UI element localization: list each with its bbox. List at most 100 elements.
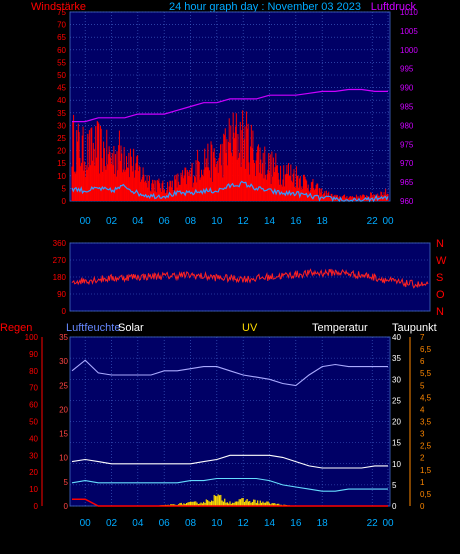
wind-y-tick-label: 60 — [57, 46, 66, 55]
wind-y-tick-label: 75 — [57, 8, 66, 17]
pressure-y-tick-label: 1005 — [400, 27, 418, 36]
wind-y-tick-label: 30 — [57, 121, 66, 130]
pressure-y-tick-label: 975 — [400, 140, 414, 149]
uv-y-tick-label: 2 — [420, 454, 425, 463]
wind-x-tick-label: 08 — [185, 216, 197, 227]
wind-x-tick-label: 22 — [367, 216, 379, 227]
pressure-y-tick-label: 960 — [400, 197, 414, 206]
humidity-y-tick-label: 20 — [59, 405, 68, 414]
wind-x-tick-label: 06 — [159, 216, 171, 227]
pressure-y-tick-label: 970 — [400, 159, 414, 168]
uv-y-tick-label: 1,5 — [420, 466, 432, 475]
wind-average-line — [71, 180, 389, 203]
regen-y-tick-label: 10 — [29, 485, 38, 494]
pressure-y-tick-label: 965 — [400, 178, 414, 187]
wx-x-tick-label: 06 — [159, 518, 171, 529]
wind-y-tick-label: 5 — [62, 184, 67, 193]
humidity-y-tick-label: 15 — [59, 430, 68, 439]
humidity-y-tick-label: 25 — [59, 381, 68, 390]
uv-y-tick-label: 5 — [420, 381, 425, 390]
wind-y-tick-label: 65 — [57, 33, 66, 42]
wind-x-tick-label: 12 — [238, 216, 250, 227]
regen-label: Regen — [0, 322, 32, 334]
dir-compass-label: W — [436, 255, 447, 267]
wx-x-tick-label: 00 — [80, 518, 92, 529]
temp-y-tick-label: 20 — [392, 418, 401, 427]
uv-y-tick-label: 0 — [420, 502, 425, 511]
wx-x-tick-label: 16 — [290, 518, 302, 529]
temp-y-tick-label: 25 — [392, 396, 401, 405]
wind-y-tick-label: 35 — [57, 109, 66, 118]
regen-y-tick-label: 50 — [29, 418, 38, 427]
wind-x-tick-label: 16 — [290, 216, 302, 227]
uv-y-tick-label: 6,5 — [420, 345, 432, 354]
wind-x-tick-label: 00 — [382, 216, 394, 227]
regen-y-tick-label: 20 — [29, 468, 38, 477]
wx-x-tick-label: 14 — [264, 518, 276, 529]
dir-compass-label: N — [436, 306, 444, 318]
regen-line — [72, 498, 388, 507]
humidity-y-tick-label: 30 — [59, 357, 68, 366]
humidity-line — [71, 359, 388, 387]
uv-y-tick-label: 2,5 — [420, 442, 432, 451]
uv-y-tick-label: 5,5 — [420, 369, 432, 378]
wind-y-tick-label: 50 — [57, 71, 66, 80]
wind-x-tick-label: 00 — [80, 216, 92, 227]
luftdruck-label: Luftdruck — [371, 1, 417, 13]
pressure-line — [72, 88, 388, 123]
dir-compass-label: S — [436, 272, 443, 284]
dir-y-tick-label: 360 — [53, 239, 67, 248]
wind-x-tick-label: 04 — [132, 216, 144, 227]
pressure-y-tick-label: 980 — [400, 121, 414, 130]
regen-y-tick-label: 100 — [25, 333, 39, 342]
wx-x-tick-label: 10 — [211, 518, 223, 529]
temperatur-label: Temperatur — [312, 322, 368, 334]
wind-y-tick-label: 20 — [57, 147, 66, 156]
temp-y-tick-label: 10 — [392, 460, 401, 469]
wind-x-tick-label: 18 — [317, 216, 329, 227]
pressure-y-tick-label: 1000 — [400, 46, 418, 55]
uv-y-tick-label: 3 — [420, 430, 425, 439]
dir-y-tick-label: 90 — [57, 290, 66, 299]
wx-x-tick-label: 22 — [367, 518, 379, 529]
humidity-y-tick-label: 10 — [59, 454, 68, 463]
regen-y-tick-label: 80 — [29, 367, 38, 376]
windstaerke-label: Windstärke — [31, 1, 86, 13]
luftfeuchte-label: Luftfeuchte — [66, 322, 120, 334]
dir-compass-label: N — [436, 238, 444, 250]
dir-compass-label: O — [436, 289, 445, 301]
wind-x-tick-label: 10 — [211, 216, 223, 227]
humidity-y-tick-label: 0 — [64, 502, 69, 511]
temp-y-tick-label: 15 — [392, 439, 401, 448]
uv-y-tick-label: 4,5 — [420, 393, 432, 402]
uv-label: UV — [242, 322, 258, 334]
temp-y-tick-label: 35 — [392, 354, 401, 363]
uv-y-tick-label: 7 — [420, 333, 425, 342]
wind-y-tick-label: 70 — [57, 21, 66, 30]
wind-y-tick-label: 10 — [57, 172, 66, 181]
pressure-y-tick-label: 1010 — [400, 8, 418, 17]
pressure-y-tick-label: 985 — [400, 103, 414, 112]
uv-y-tick-label: 6 — [420, 357, 425, 366]
temp-y-tick-label: 40 — [392, 333, 401, 342]
temp-y-tick-label: 30 — [392, 375, 401, 384]
temperature-line — [71, 454, 388, 469]
temp-y-tick-label: 0 — [392, 502, 397, 511]
humidity-y-tick-label: 5 — [64, 478, 69, 487]
regen-y-tick-label: 40 — [29, 434, 38, 443]
dir-y-tick-label: 270 — [53, 256, 67, 265]
wind-direction-line — [71, 268, 429, 289]
regen-y-tick-label: 30 — [29, 451, 38, 460]
uv-y-tick-label: 0,5 — [420, 490, 432, 499]
chart-title: 24 hour graph day : November 03 2023 — [169, 1, 361, 13]
wx-x-tick-label: 04 — [132, 518, 144, 529]
wx-x-tick-label: 12 — [238, 518, 250, 529]
solar-label: Solar — [118, 322, 144, 334]
wind-y-tick-label: 0 — [62, 197, 67, 206]
wx-x-tick-label: 08 — [185, 518, 197, 529]
regen-y-tick-label: 0 — [34, 502, 39, 511]
wind-y-tick-label: 45 — [57, 84, 66, 93]
dewpoint-line — [71, 477, 388, 492]
wind-y-tick-label: 25 — [57, 134, 66, 143]
uv-y-tick-label: 1 — [420, 478, 425, 487]
